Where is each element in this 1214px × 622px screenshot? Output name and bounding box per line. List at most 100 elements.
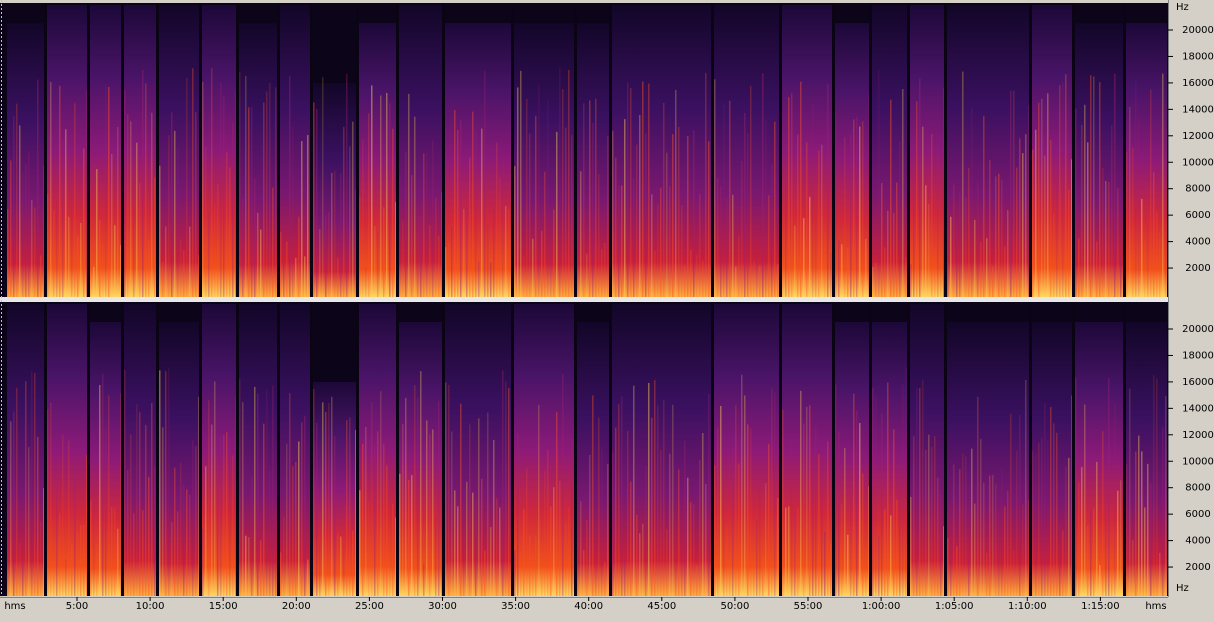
spectrum-texture [953, 184, 955, 297]
spectrum-texture [263, 102, 265, 297]
spectrum-texture [1007, 210, 1009, 297]
spectrum-texture [1050, 407, 1052, 596]
spectrum-texture [827, 83, 829, 297]
spectrum-texture [1032, 149, 1034, 297]
spectrum-texture [884, 247, 886, 297]
spectrum-texture [913, 435, 915, 596]
spectrum-texture [1050, 139, 1052, 297]
spectrum-texture [168, 368, 170, 596]
spectrum-texture [127, 469, 129, 596]
spectrum-texture [114, 507, 116, 596]
spectrum-texture [272, 385, 274, 596]
track-gap [832, 302, 835, 596]
spectrum-texture [1135, 81, 1137, 298]
spectrum-texture [1019, 414, 1021, 596]
spectrum-texture [660, 187, 662, 297]
spectrum-texture [148, 239, 150, 297]
spectrum-texture [862, 473, 864, 596]
spectrum-texture [872, 387, 874, 596]
spectrum-texture [59, 85, 61, 297]
spectrum-texture [544, 470, 546, 596]
spectrum-texture [1016, 450, 1018, 596]
spectrum-texture [919, 78, 921, 297]
spectrum-texture [1093, 508, 1095, 596]
spectrum-texture [77, 532, 79, 596]
spectrum-texture [726, 526, 728, 596]
track-gap [711, 3, 714, 297]
spectrum-texture [514, 166, 516, 297]
spectrum-texture [947, 538, 949, 596]
spectrum-texture [562, 374, 564, 596]
spectrum-texture [484, 550, 486, 596]
spectrum-texture [239, 71, 241, 298]
time-unit-left: hms [4, 601, 25, 612]
spectrum-texture [177, 511, 179, 596]
spectrum-texture [968, 553, 970, 596]
spectrum-texture [183, 250, 185, 297]
spectrum-texture [815, 213, 817, 297]
spectrum-texture [505, 381, 507, 596]
spectrum-texture [86, 90, 88, 298]
spectrum-texture [99, 385, 101, 596]
spectrum-texture [1135, 451, 1137, 596]
spectrum-texture [774, 121, 776, 298]
spectrum-texture [331, 396, 333, 596]
spectrum-texture [257, 212, 259, 297]
spectrum-texture [487, 223, 489, 297]
track-gap [944, 302, 947, 596]
spectrum-texture [460, 119, 462, 297]
spectrum-texture [96, 169, 98, 297]
spectrum-texture [226, 152, 228, 297]
spectrum-texture [1065, 74, 1067, 297]
spectrum-texture [1062, 82, 1064, 298]
time-unit-right: hms [1145, 601, 1166, 612]
spectrum-texture [371, 85, 373, 297]
freq-tick-label: 16000 [1182, 78, 1214, 89]
spectrum-texture [681, 536, 683, 596]
spectrum-segment [47, 5, 87, 297]
spectrum-texture [777, 264, 779, 297]
spectrum-texture [753, 261, 755, 297]
spectrum-texture [565, 523, 567, 596]
spectrum-texture [1141, 198, 1143, 297]
spectrum-texture [226, 432, 228, 596]
spectrum-texture [286, 443, 288, 596]
channel-divider [0, 297, 1168, 302]
spectrum-texture [208, 212, 210, 297]
spectrum-texture [343, 126, 345, 297]
spectrum-texture [1059, 524, 1061, 596]
spectrum-texture [441, 191, 443, 297]
spectrum-texture [1019, 138, 1021, 297]
spectrum-texture [875, 262, 877, 297]
spectrum-texture [717, 427, 719, 596]
spectrum-texture [232, 122, 234, 298]
spectrum-texture [705, 72, 707, 298]
spectrum-texture [1144, 240, 1146, 297]
track-gap [574, 3, 577, 297]
spectrum-texture [583, 103, 585, 297]
spectrum-segment [159, 322, 199, 596]
spectrum-texture [1159, 552, 1161, 596]
freq-tick-label: 10000 [1182, 456, 1214, 467]
spectrum-texture [607, 463, 609, 596]
spectrum-texture [490, 527, 492, 596]
spectrum-texture [1078, 482, 1080, 596]
spectrum-texture [386, 465, 388, 596]
spectrum-texture [950, 216, 952, 297]
spectrum-segment [612, 5, 711, 297]
spectrum-texture [159, 370, 161, 596]
spectrum-texture [607, 136, 609, 297]
spectrum-texture [523, 508, 525, 596]
spectrum-texture [62, 434, 64, 596]
spectrum-texture [738, 235, 740, 297]
freq-tick-label: 14000 [1182, 403, 1214, 414]
spectrum-texture [408, 93, 410, 297]
spectrum-texture [812, 481, 814, 596]
spectrum-segment [835, 322, 869, 596]
spectrum-texture [325, 412, 327, 596]
spectrum-texture [346, 420, 348, 596]
spectrum-texture [1010, 90, 1012, 297]
spectrum-texture [913, 164, 915, 297]
spectrum-texture [165, 226, 167, 297]
